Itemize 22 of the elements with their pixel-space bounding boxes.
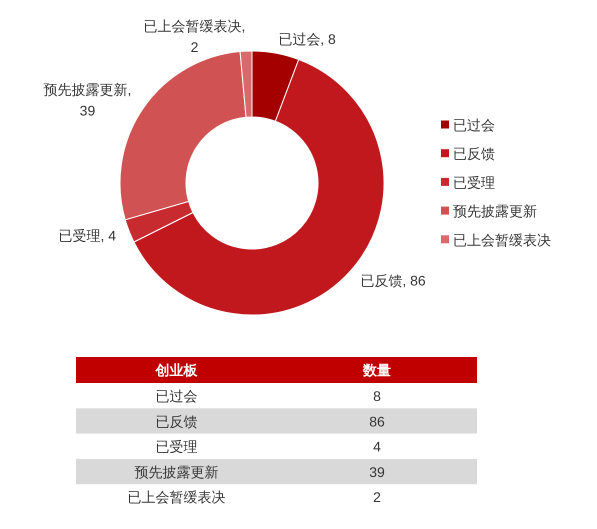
table-header: 创业板 [156,362,198,378]
legend-label: 已受理 [453,174,495,190]
table-header: 数量 [363,362,391,378]
table-value: 4 [373,438,381,455]
table-category: 已上会暂缓表决 [128,489,226,506]
legend-label: 已过会 [453,117,495,133]
table-value: 2 [373,489,381,506]
table-value: 86 [369,413,385,430]
table-category: 已反馈 [156,413,198,430]
slice-label: 已过会, 8 [278,30,336,47]
table-value: 39 [369,464,385,480]
table-category: 已过会 [156,388,198,404]
table-value: 8 [373,388,381,404]
legend-label: 预先披露更新 [453,203,537,220]
slice-label: 预先披露更新, 39 [44,82,132,119]
slice-label: 已上会暂缓表决, 2 [144,18,246,56]
table-category: 预先披露更新 [134,464,218,480]
table-category: 已受理 [156,438,198,455]
slice-label: 已反馈, 86 [360,272,426,288]
legend-label: 已反馈 [453,146,495,162]
slice-label: 已受理, 4 [58,228,116,244]
legend-label: 已上会暂缓表决 [453,232,551,248]
